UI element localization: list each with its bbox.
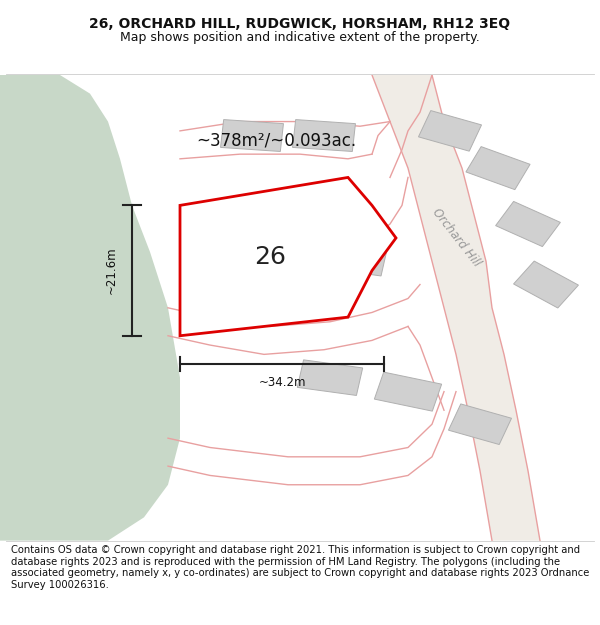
Polygon shape (448, 404, 512, 444)
Text: 26, ORCHARD HILL, RUDGWICK, HORSHAM, RH12 3EQ: 26, ORCHARD HILL, RUDGWICK, HORSHAM, RH1… (89, 18, 511, 31)
Polygon shape (496, 201, 560, 247)
Polygon shape (418, 111, 482, 151)
Polygon shape (466, 147, 530, 189)
Polygon shape (298, 360, 362, 396)
Text: ~378m²/~0.093ac.: ~378m²/~0.093ac. (196, 131, 356, 149)
Polygon shape (221, 119, 283, 151)
Text: 26: 26 (254, 244, 286, 269)
Polygon shape (514, 261, 578, 308)
Text: ~34.2m: ~34.2m (258, 376, 306, 389)
Polygon shape (372, 75, 540, 541)
Polygon shape (374, 372, 442, 411)
Text: Orchard Hill: Orchard Hill (429, 206, 483, 269)
Polygon shape (180, 177, 396, 336)
Polygon shape (334, 246, 386, 276)
Polygon shape (293, 119, 355, 151)
Text: ~21.6m: ~21.6m (104, 247, 118, 294)
Polygon shape (0, 75, 180, 541)
Text: Map shows position and indicative extent of the property.: Map shows position and indicative extent… (120, 31, 480, 44)
Text: Contains OS data © Crown copyright and database right 2021. This information is : Contains OS data © Crown copyright and d… (11, 545, 589, 590)
